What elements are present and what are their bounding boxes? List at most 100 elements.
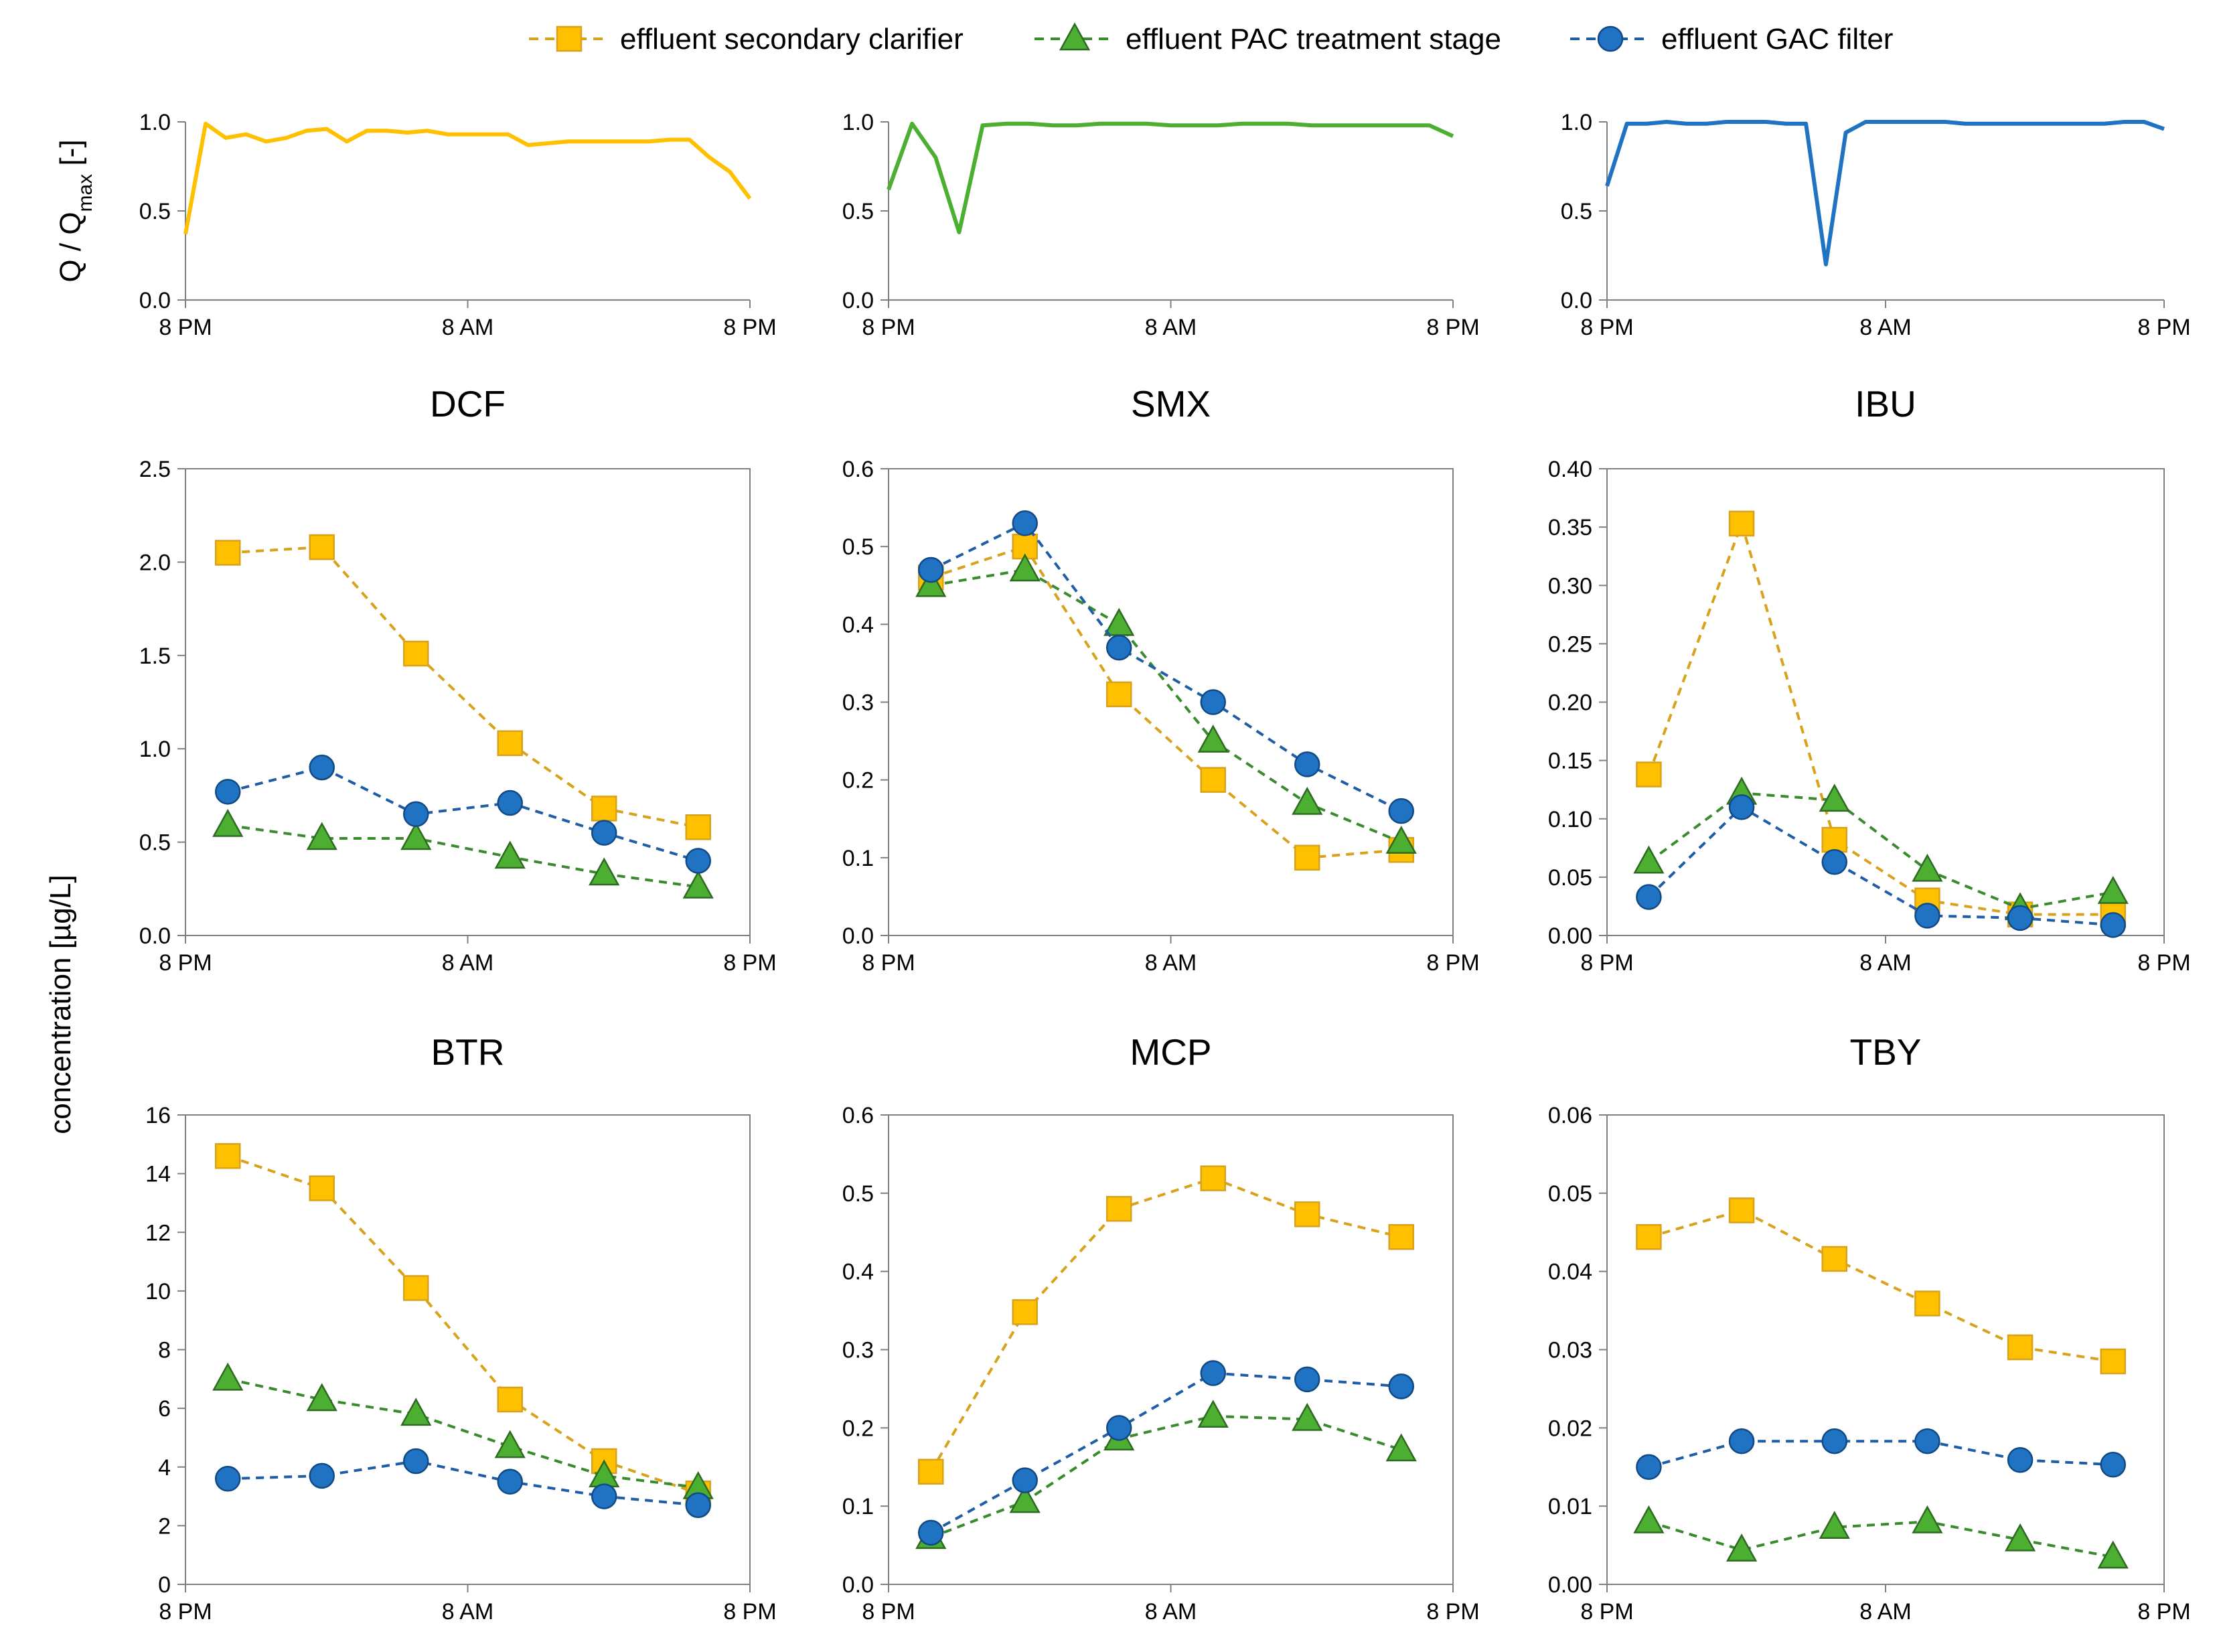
series-line: [1648, 1520, 2114, 1559]
series-line: [930, 568, 1402, 844]
panel-ytick-label: 0.6: [842, 457, 874, 482]
panel-ytick-label: 0.01: [1548, 1494, 1592, 1519]
legend-label: effluent PAC treatment stage: [1126, 23, 1501, 56]
legend: effluent secondary clarifier effluent PAC…: [529, 22, 1893, 56]
panel-ytick-label: 0.05: [1548, 1181, 1592, 1207]
series-line: [930, 1414, 1402, 1539]
panel-dcf: DCF 0.0 0.5 1.0 1.5 2.0 2.5 8 PM 8 AM 8 PM: [139, 383, 777, 976]
panel-ytick-label: 0.15: [1548, 749, 1592, 774]
data-point: [1012, 1299, 1038, 1325]
data-point: [1912, 853, 1943, 882]
data-point: [1009, 1485, 1041, 1513]
flow-line: [1605, 120, 2165, 267]
panel-xtick-label: 8 PM: [1580, 1599, 1633, 1625]
series-line: [228, 546, 699, 829]
data-point: [2100, 1348, 2126, 1375]
data-point: [917, 1458, 944, 1485]
data-point: [1388, 1373, 1414, 1400]
data-point: [2097, 1540, 2129, 1569]
data-point: [497, 1469, 523, 1495]
flow-ytick-label: 1.0: [842, 110, 874, 135]
data-point: [1200, 767, 1226, 793]
data-point: [214, 540, 241, 566]
panel-ytick-label: 0.0: [139, 923, 171, 949]
panel-ytick-label: 0: [158, 1572, 171, 1598]
data-point: [497, 730, 523, 757]
data-point: [1009, 553, 1041, 582]
series-line: [1647, 519, 2113, 916]
panel-ytick-label: 2.0: [139, 550, 171, 575]
panel-ytick-label: 0.5: [842, 1181, 874, 1207]
panel-ytick-label: 1.5: [139, 644, 171, 669]
data-point: [1292, 1402, 1323, 1431]
flow-ytick-label: 0.5: [1561, 199, 1592, 224]
panel-ytick-label: 0.25: [1548, 631, 1592, 657]
data-point: [1200, 1360, 1226, 1386]
data-point: [1914, 1428, 1940, 1454]
data-point: [2007, 1446, 2034, 1473]
flow-ytick-label: 0.0: [139, 288, 171, 313]
panel-title: BTR: [431, 1031, 505, 1073]
data-point: [214, 1466, 241, 1492]
panel-xtick-label: 8 AM: [442, 950, 493, 976]
series-line: [1648, 792, 2114, 910]
data-point: [212, 808, 244, 837]
panel-ytick-label: 0.1: [842, 846, 874, 871]
data-point: [2100, 912, 2126, 938]
series-line: [929, 1177, 1402, 1473]
data-point: [1726, 1533, 1758, 1562]
panel-title: SMX: [1131, 383, 1211, 425]
data-point: [497, 790, 523, 816]
panel-ytick-label: 0.5: [842, 534, 874, 560]
data-point: [1294, 751, 1320, 777]
series-line: [227, 824, 698, 889]
panel-plot-frame: [1606, 1114, 2165, 1585]
panel-plot-frame: [888, 1114, 1454, 1585]
data-point: [1819, 783, 1850, 812]
data-point: [682, 870, 714, 899]
panel-ytick-label: 0.6: [842, 1103, 874, 1128]
flow-xtick-label: 8 PM: [1426, 315, 1479, 340]
data-point: [306, 822, 337, 850]
data-point: [1821, 1428, 1847, 1454]
panel-xtick-label: 8 AM: [1145, 950, 1197, 976]
panel-title: DCF: [430, 383, 506, 425]
data-point: [1385, 1433, 1417, 1462]
panel-xtick-label: 8 PM: [862, 1599, 915, 1625]
data-point: [1636, 1224, 1662, 1250]
flow-ytick-label: 0.0: [842, 288, 874, 313]
panel-xtick-label: 8 PM: [159, 950, 212, 976]
data-point: [917, 1519, 944, 1546]
data-point: [589, 857, 620, 886]
data-point: [1636, 761, 1662, 787]
panel-xtick-label: 8 PM: [159, 1599, 212, 1625]
series-line: [1648, 1440, 2113, 1469]
panel-ytick-label: 0.00: [1548, 923, 1592, 949]
data-point: [497, 1386, 523, 1413]
panel-ytick-label: 2.5: [139, 457, 171, 482]
legend-label: effluent secondary clarifier: [620, 23, 964, 56]
data-point: [1388, 798, 1414, 824]
series-line: [228, 1459, 698, 1507]
panel-btr: BTR 0 2 4 6 8 10 12 14 16 8 PM 8 AM 8 PM: [145, 1031, 777, 1625]
panel-ytick-label: 0.0: [842, 1572, 874, 1598]
panel-ytick-label: 4: [158, 1455, 171, 1481]
panel-ytick-label: 0.05: [1548, 865, 1592, 891]
flow-xtick-label: 8 AM: [442, 315, 493, 340]
panel-ytick-label: 0.04: [1548, 1260, 1592, 1285]
data-point: [309, 1462, 335, 1489]
panel-ytick-label: 0.5: [139, 830, 171, 856]
series-line: [930, 521, 1402, 812]
panel-ytick-label: 16: [145, 1103, 171, 1128]
flow-ytick-label: 0.5: [139, 199, 171, 224]
panel-xtick-label: 8 PM: [1580, 950, 1633, 976]
data-point: [1636, 1454, 1662, 1480]
flow-xtick-label: 8 AM: [1145, 315, 1197, 340]
data-point: [1728, 794, 1755, 820]
flow-ytick-label: 1.0: [1561, 110, 1592, 135]
data-point: [402, 640, 429, 667]
data-point: [400, 822, 432, 850]
data-point: [2097, 875, 2129, 904]
flow-xtick-label: 8 PM: [2137, 315, 2190, 340]
panel-xtick-label: 8 AM: [1145, 1599, 1197, 1625]
